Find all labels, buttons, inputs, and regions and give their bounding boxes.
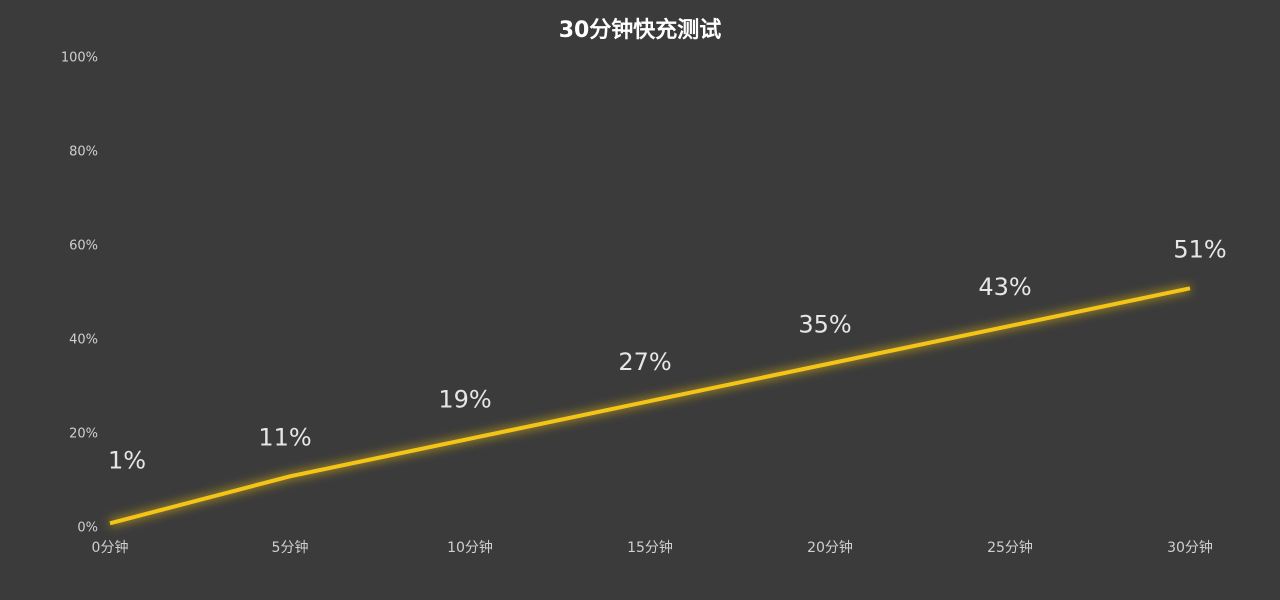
x-tick-label: 20分钟 <box>807 539 853 556</box>
y-tick-label: 40% <box>69 333 98 348</box>
y-tick-label: 100% <box>61 51 98 66</box>
x-tick-label: 25分钟 <box>987 539 1033 556</box>
x-tick-label: 10分钟 <box>447 539 493 556</box>
x-tick-label: 0分钟 <box>92 539 129 556</box>
y-tick-label: 60% <box>69 239 98 254</box>
chart-title: 30分钟快充测试 <box>559 17 722 43</box>
data-label: 51% <box>1173 235 1226 263</box>
data-label: 11% <box>258 423 311 451</box>
data-line <box>109 286 1191 526</box>
x-tick-label: 15分钟 <box>627 539 673 556</box>
data-label: 1% <box>108 446 146 474</box>
data-label: 27% <box>618 348 671 376</box>
data-label: 19% <box>438 386 491 414</box>
x-tick-label: 30分钟 <box>1167 539 1213 556</box>
data-label: 43% <box>978 273 1031 301</box>
x-tick-label: 5分钟 <box>272 539 309 556</box>
data-label: 35% <box>798 311 851 339</box>
y-tick-label: 20% <box>69 427 98 442</box>
y-tick-label: 80% <box>69 145 98 160</box>
y-tick-label: 0% <box>77 521 98 536</box>
